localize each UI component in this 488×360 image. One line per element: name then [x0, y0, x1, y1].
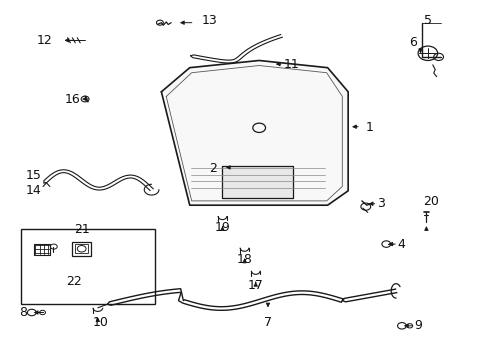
Text: 9: 9: [414, 319, 422, 332]
Text: 15: 15: [25, 169, 41, 182]
Bar: [34, 244, 50, 255]
Text: 12: 12: [37, 34, 53, 47]
Text: 16: 16: [64, 93, 80, 105]
Text: 6: 6: [408, 36, 416, 49]
Text: 2: 2: [208, 162, 216, 175]
FancyBboxPatch shape: [20, 229, 155, 304]
Text: 3: 3: [377, 197, 385, 210]
Text: 8: 8: [20, 306, 27, 319]
Text: 18: 18: [236, 253, 252, 266]
Text: 17: 17: [247, 279, 263, 292]
Text: 22: 22: [66, 275, 82, 288]
Polygon shape: [222, 166, 293, 198]
Text: 1: 1: [365, 121, 372, 134]
Text: 5: 5: [423, 14, 431, 27]
Text: 21: 21: [74, 223, 90, 236]
Text: 14: 14: [25, 184, 41, 197]
Text: 10: 10: [92, 316, 108, 329]
Text: 4: 4: [396, 238, 404, 251]
Text: 11: 11: [283, 58, 299, 71]
Text: 13: 13: [201, 14, 217, 27]
Text: 7: 7: [264, 316, 271, 329]
Text: 19: 19: [214, 221, 230, 234]
Bar: [75, 244, 88, 253]
Polygon shape: [161, 60, 347, 205]
Text: 20: 20: [423, 195, 438, 208]
Bar: [72, 242, 91, 256]
